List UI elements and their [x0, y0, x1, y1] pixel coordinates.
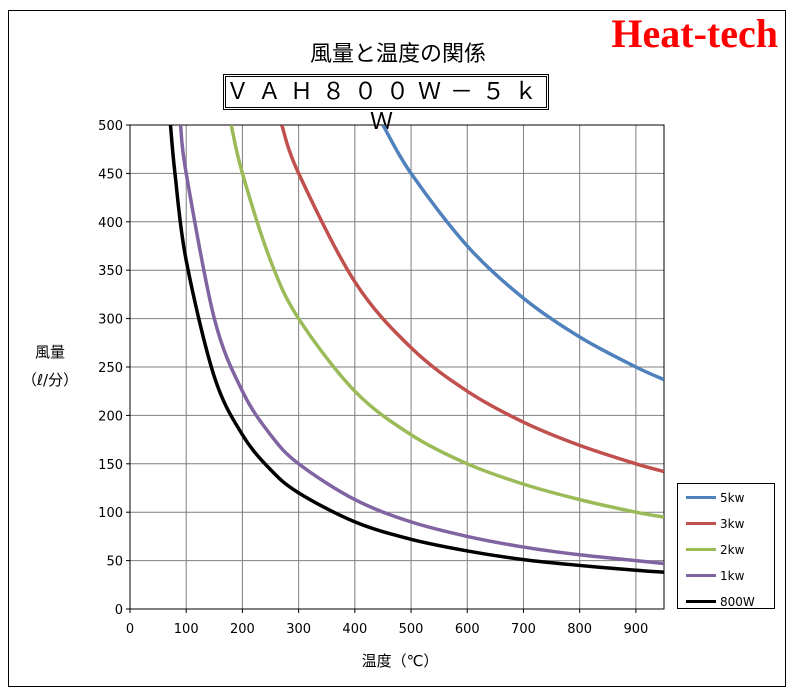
chart-title: 風量と温度の関係 [309, 42, 486, 67]
legend-item: 3kw [686, 516, 744, 532]
legend-label: 1kw [720, 569, 745, 583]
legend: 5kw 3kw 2kw 1kw 800W [677, 483, 775, 609]
y-tick-label: 50 [106, 555, 123, 570]
series-line-800w [168, 125, 664, 574]
x-tick-label: 0 [126, 622, 134, 637]
y-tick-label: 200 [98, 409, 123, 424]
legend-label: 2kw [720, 543, 745, 557]
y-tick-label: 450 [98, 167, 123, 182]
x-tick-label: 200 [230, 622, 255, 637]
y-tick-label: 350 [98, 264, 123, 279]
legend-item: 800W [686, 594, 755, 610]
series-line-1kw [178, 125, 664, 566]
legend-item: 2kw [686, 542, 744, 558]
legend-swatch [686, 574, 716, 577]
series-line-2kw [229, 125, 664, 519]
x-tick-label: 400 [342, 622, 367, 637]
legend-swatch [686, 522, 716, 525]
legend-label: 3kw [720, 517, 745, 531]
x-tick-label: 800 [567, 622, 592, 637]
chart-frame [8, 10, 786, 687]
legend-item: 5kw [686, 490, 744, 506]
legend-item: 1kw [686, 568, 744, 584]
x-tick-label: 500 [399, 622, 424, 637]
y-tick-label: 400 [98, 216, 123, 231]
y-tick-label: 0 [115, 603, 123, 618]
y-axis-label: 風量 （ℓ/分） [20, 338, 80, 394]
legend-label: 800W [720, 595, 755, 609]
plot-border [129, 124, 665, 610]
y-tick-label: 250 [98, 361, 123, 376]
brand-logo: Heat-tech [611, 11, 778, 56]
x-tick-label: 600 [455, 622, 480, 637]
y-tick-label: 100 [98, 506, 123, 521]
legend-swatch [686, 600, 716, 603]
y-tick-label: 300 [98, 313, 123, 328]
y-tick-label: 500 [98, 119, 123, 134]
x-tick-label: 100 [174, 622, 199, 637]
x-axis-label: 温度（℃） [361, 652, 439, 670]
series-line-5kw [381, 125, 664, 382]
x-tick-label: 900 [623, 622, 648, 637]
legend-swatch [686, 548, 716, 551]
legend-swatch [686, 496, 716, 499]
x-tick-label: 700 [511, 622, 536, 637]
legend-label: 5kw [720, 491, 745, 505]
y-axis-label-line1: 風量 [34, 343, 65, 361]
series-line-3kw [280, 125, 664, 474]
x-tick-label: 300 [286, 622, 311, 637]
y-tick-label: 150 [98, 458, 123, 473]
model-label: ＶＡＨ８００Ｗ－５ｋＷ [223, 74, 549, 135]
y-axis-label-line2: （ℓ/分） [21, 371, 79, 389]
